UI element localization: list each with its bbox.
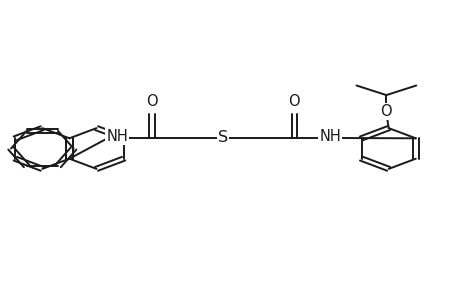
- Text: S: S: [218, 130, 228, 146]
- Text: O: O: [146, 94, 157, 109]
- Text: O: O: [288, 94, 300, 109]
- Text: O: O: [380, 104, 392, 119]
- Text: NH: NH: [106, 129, 128, 144]
- Text: NH: NH: [319, 129, 341, 144]
